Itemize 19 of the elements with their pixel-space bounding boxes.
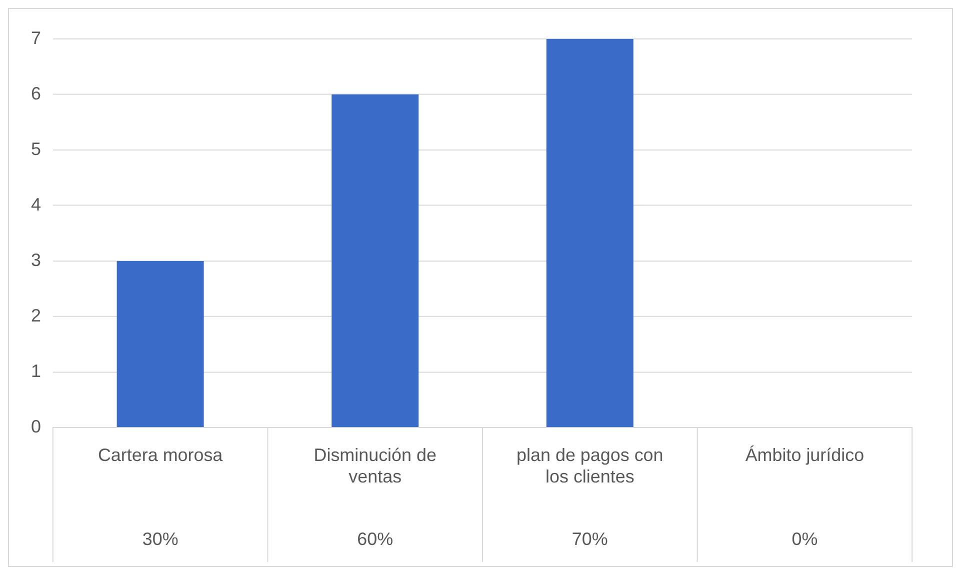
- y-tick-label: 0: [30, 416, 41, 436]
- y-tick-label: 7: [30, 28, 41, 48]
- text: 60%: [357, 529, 394, 550]
- bar: [332, 94, 419, 427]
- x-tick-label: Disminución de ventas: [314, 445, 436, 487]
- bar: [546, 38, 634, 427]
- text: 0%: [792, 529, 818, 550]
- y-tick-label: 1: [30, 360, 41, 381]
- x-tick-label: Ámbito jurídico: [745, 445, 864, 466]
- y-tick-label: 5: [30, 138, 41, 159]
- x-tick-label: Cartera morosa: [98, 445, 223, 466]
- text: 30%: [142, 529, 178, 550]
- y-tick-label: 3: [30, 250, 41, 270]
- y-tick-label: 2: [30, 305, 41, 326]
- bar: [116, 260, 204, 427]
- text: 70%: [572, 529, 608, 550]
- y-tick-label: 6: [30, 83, 41, 104]
- x-tick-label: plan de pagos con los clientes: [516, 445, 664, 487]
- y-tick-label: 4: [30, 194, 41, 214]
